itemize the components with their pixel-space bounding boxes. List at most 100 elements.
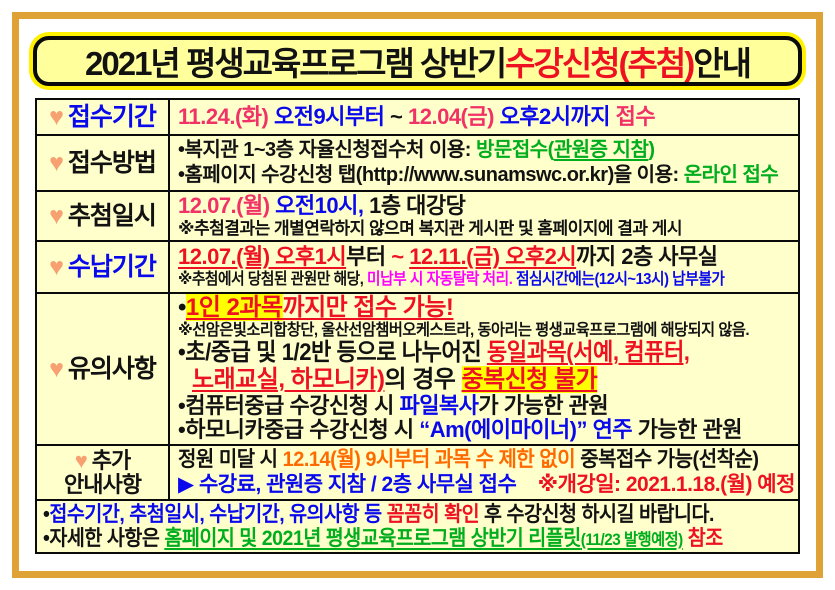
heart-icon: ♥ — [49, 354, 64, 383]
text-segment: 중복신청 불가 — [461, 365, 598, 393]
text-line: •홈페이지 수강신청 탭(http://www.sunamswc.or.kr)을… — [178, 164, 794, 186]
text-segment: • — [178, 294, 186, 322]
text-segment: 1인 2과목 — [185, 294, 283, 322]
text-segment: 꼼꼼히 확인 — [386, 502, 480, 526]
text-segment: 12.07.(월) 오후1시 — [178, 243, 347, 269]
reception-period-content: 11.24.(화) 오전9시부터 ~ 12.04(금) 오후2시까지 접수 — [170, 100, 798, 134]
text-segment: 12.04(금) — [402, 103, 494, 129]
text-segment: 가 가능한 관원 — [478, 392, 609, 418]
text-segment: 정원 미달 시 — [178, 448, 283, 472]
text-segment: •홈페이지 수강신청 탭(http://www.sunamswc.or.kr)을… — [178, 164, 684, 187]
text-line: •하모니카중급 수강신청 시 “Am(에이마이너)” 연주 가능한 관원 — [178, 418, 794, 443]
text-segment: 파일복사 — [399, 392, 479, 418]
label-line: ♥ 추첨일시 — [49, 201, 157, 230]
text-segment: 홈페이지 및 2021년 평생교육프로그램 상반기 리플릿 — [164, 526, 581, 550]
text-line: •1인 2과목까지만 접수 가능! — [178, 294, 794, 322]
text-segment: 12.14(월) 9시부터 과목 수 제한 없이 — [282, 448, 581, 472]
text-segment: 의 경우 — [384, 365, 462, 393]
heart-icon: ♥ — [49, 102, 64, 131]
outer-frame: 2021년 평생교육프로그램 상반기 수강신청(추첨) 안내 ♥ 접수기간 11.2… — [12, 12, 823, 578]
text-segment: 점심시간에는(12시~13시) 납부불가 — [512, 271, 725, 289]
text-line: 정원 미달 시 12.14(월) 9시부터 과목 수 제한 없이 중복접수 가능… — [178, 448, 763, 472]
payment-period-label: ♥ 수납기간 — [37, 242, 170, 292]
text-segment: 오전10시, — [269, 192, 364, 218]
row-lottery-datetime: ♥ 추첨일시 12.07.(월) 오전10시, 1층 대강당 ※추첨결과는 개별연락하… — [37, 190, 798, 240]
text-line: •자세한 사항은 홈페이지 및 2021년 평생교육프로그램 상반기 리플릿(1… — [43, 527, 741, 551]
additional-guide-label: ♥ 추가 안내사항 — [37, 446, 170, 499]
heart-icon: ♥ — [74, 447, 88, 473]
text-segment: ※선암은빛소리합창단, 울산선암챔버오케스트라, 동아리는 평생교육프로그램에 … — [178, 321, 750, 339]
text-line: ※선암은빛소리합창단, 울산선암챔버오케스트라, 동아리는 평생교육프로그램에 … — [178, 322, 763, 340]
lottery-datetime-content: 12.07.(월) 오전10시, 1층 대강당 ※추첨결과는 개별연락하지 않으며… — [170, 192, 798, 240]
text-segment: 후 수강신청 하시길 바랍니다. — [479, 502, 714, 526]
row-reception-period: ♥ 접수기간 11.24.(화) 오전9시부터 ~ 12.04(금) 오후2시까지 … — [37, 100, 798, 134]
text-segment: 동일과목(서예, 컴퓨터, — [486, 338, 690, 366]
text-segment: 수강신청(추첨) — [505, 45, 695, 82]
info-table: ♥ 접수기간 11.24.(화) 오전9시부터 ~ 12.04(금) 오후2시까지 … — [35, 98, 800, 554]
row-payment-period: ♥ 수납기간 12.07.(월) 오후1시부터 ~ 12.11.(금) 오후2시까지… — [37, 240, 798, 292]
text-segment: 11.24.(화) — [178, 103, 269, 129]
text-segment: 부터 — [346, 243, 386, 269]
text-line: •복지관 1~3층 자율신청접수처 이용: 방문접수(관원증 지참) — [178, 139, 794, 161]
text-segment: ▶ 수강료, 관원증 지참 / 2층 사무실 접수 — [178, 473, 517, 497]
text-segment: •자세한 사항은 — [43, 526, 165, 550]
text-segment: •복지관 1~3층 자율신청접수처 이용: — [178, 139, 477, 162]
text-segment: 까지만 접수 가능! — [282, 294, 454, 322]
label-line: ♥ 수납기간 — [49, 252, 157, 281]
text-segment: 참조 — [682, 526, 723, 550]
text-segment: ※추첨에서 당첨된 관원만 해당, — [178, 271, 367, 289]
text-line: •접수기간, 추첨일시, 수납기간, 유의사항 등 꼼꼼히 확인 후 수강신청 … — [43, 503, 741, 527]
text-segment: 중복접수 가능(선착순) — [580, 448, 759, 472]
text-segment: •초/중급 및 1/2반 등으로 나누어진 — [178, 338, 487, 366]
text-segment: ※추첨결과는 개별연락하지 않으며 복지관 게시판 및 홈페이지에 결과 게시 — [178, 219, 683, 239]
text-segment: 접수 — [615, 103, 656, 129]
text-segment: 까지 2층 사무실 — [576, 243, 718, 269]
text-segment: 12.11.(금) 오후2시 — [409, 243, 577, 269]
reception-method-content: •복지관 1~3층 자율신청접수처 이용: 방문접수(관원증 지참) •홈페이지 … — [170, 136, 798, 190]
text-segment: ~ — [385, 243, 410, 269]
notes-label: ♥ 유의사항 — [37, 294, 170, 444]
text-segment: 노래교실, 하모니카) — [192, 365, 385, 393]
payment-period-content: 12.07.(월) 오후1시부터 ~ 12.11.(금) 오후2시까지 2층 사… — [170, 242, 798, 292]
text-line: •초/중급 및 1/2반 등으로 나누어진 동일과목(서예, 컴퓨터, — [178, 338, 745, 367]
label-line: ♥ 유의사항 — [49, 354, 157, 383]
text-segment: 접수기간, 추첨일시, 수납기간, 유의사항 등 — [49, 502, 387, 526]
text-line: •컴퓨터중급 수강신청 시 파일복사가 가능한 관원 — [178, 392, 794, 419]
label-line: ♥ 추가 — [74, 447, 132, 473]
text-segment: 관원증 지참 — [553, 139, 649, 162]
page-title: 2021년 평생교육프로그램 상반기 수강신청(추첨) 안내 — [33, 36, 802, 86]
text-line: ※추첨에서 당첨된 관원만 해당, 미납부 시 자동탈락 처리. 점심시간에는(… — [178, 271, 745, 289]
heart-icon: ♥ — [49, 252, 64, 281]
row-reception-method: ♥ 접수방법 •복지관 1~3층 자율신청접수처 이용: 방문접수(관원증 지참) •… — [37, 134, 798, 190]
text-segment: ) — [648, 139, 655, 162]
label-line: ♥ 접수기간 — [49, 102, 157, 131]
text-line: ※추첨결과는 개별연락하지 않으며 복지관 게시판 및 홈페이지에 결과 게시 — [178, 219, 794, 238]
text-segment: 방문접수( — [476, 139, 554, 162]
text-segment: 안내 — [693, 45, 752, 82]
text-segment: 1층 대강당 — [363, 192, 466, 218]
text-segment: “Am(에이마이너)” 연주 — [419, 417, 633, 443]
heart-icon: ♥ — [49, 148, 64, 177]
text-segment: ~ — [390, 103, 403, 129]
text-segment: 오후2시까지 — [493, 103, 616, 129]
text-segment: •컴퓨터중급 수강신청 시 — [178, 392, 400, 418]
text-segment: •하모니카중급 수강신청 시 — [178, 417, 420, 443]
reception-method-label: ♥ 접수방법 — [37, 136, 170, 190]
lottery-datetime-label: ♥ 추첨일시 — [37, 192, 170, 240]
text-line: ▶ 수강료, 관원증 지참 / 2층 사무실 접수 ※개강일: 2021.1.1… — [178, 473, 795, 497]
text-segment: 2021년 평생교육프로그램 상반기 — [85, 45, 507, 82]
text-segment: 미납부 시 자동탈락 처리. — [366, 271, 513, 289]
text-segment: 오전9시부터 — [268, 103, 391, 129]
text-line: 12.07.(월) 오후1시부터 ~ 12.11.(금) 오후2시까지 2층 사… — [178, 243, 794, 270]
text-segment: 온라인 접수 — [683, 164, 779, 187]
reception-period-label: ♥ 접수기간 — [37, 100, 170, 134]
text-line: 11.24.(화) 오전9시부터 ~ 12.04(금) 오후2시까지 접수 — [178, 103, 794, 130]
row-additional-guide: ♥ 추가 안내사항 정원 미달 시 12.14(월) 9시부터 과목 수 제한 없이 … — [37, 444, 798, 499]
text-segment: 12.07.(월) — [178, 192, 270, 218]
footer-notes: •접수기간, 추첨일시, 수납기간, 유의사항 등 꼼꼼히 확인 후 수강신청 … — [37, 499, 798, 552]
text-line: 노래교실, 하모니카)의 경우 중복신청 불가 — [178, 365, 794, 394]
text-segment: (11/23 발행예정) — [580, 530, 683, 549]
notes-content: •1인 2과목까지만 접수 가능! ※선암은빛소리합창단, 울산선암챔버오케스트라… — [170, 294, 798, 444]
label-line: ♥ 접수방법 — [49, 148, 157, 177]
text-segment: 가능한 관원 — [632, 417, 743, 443]
